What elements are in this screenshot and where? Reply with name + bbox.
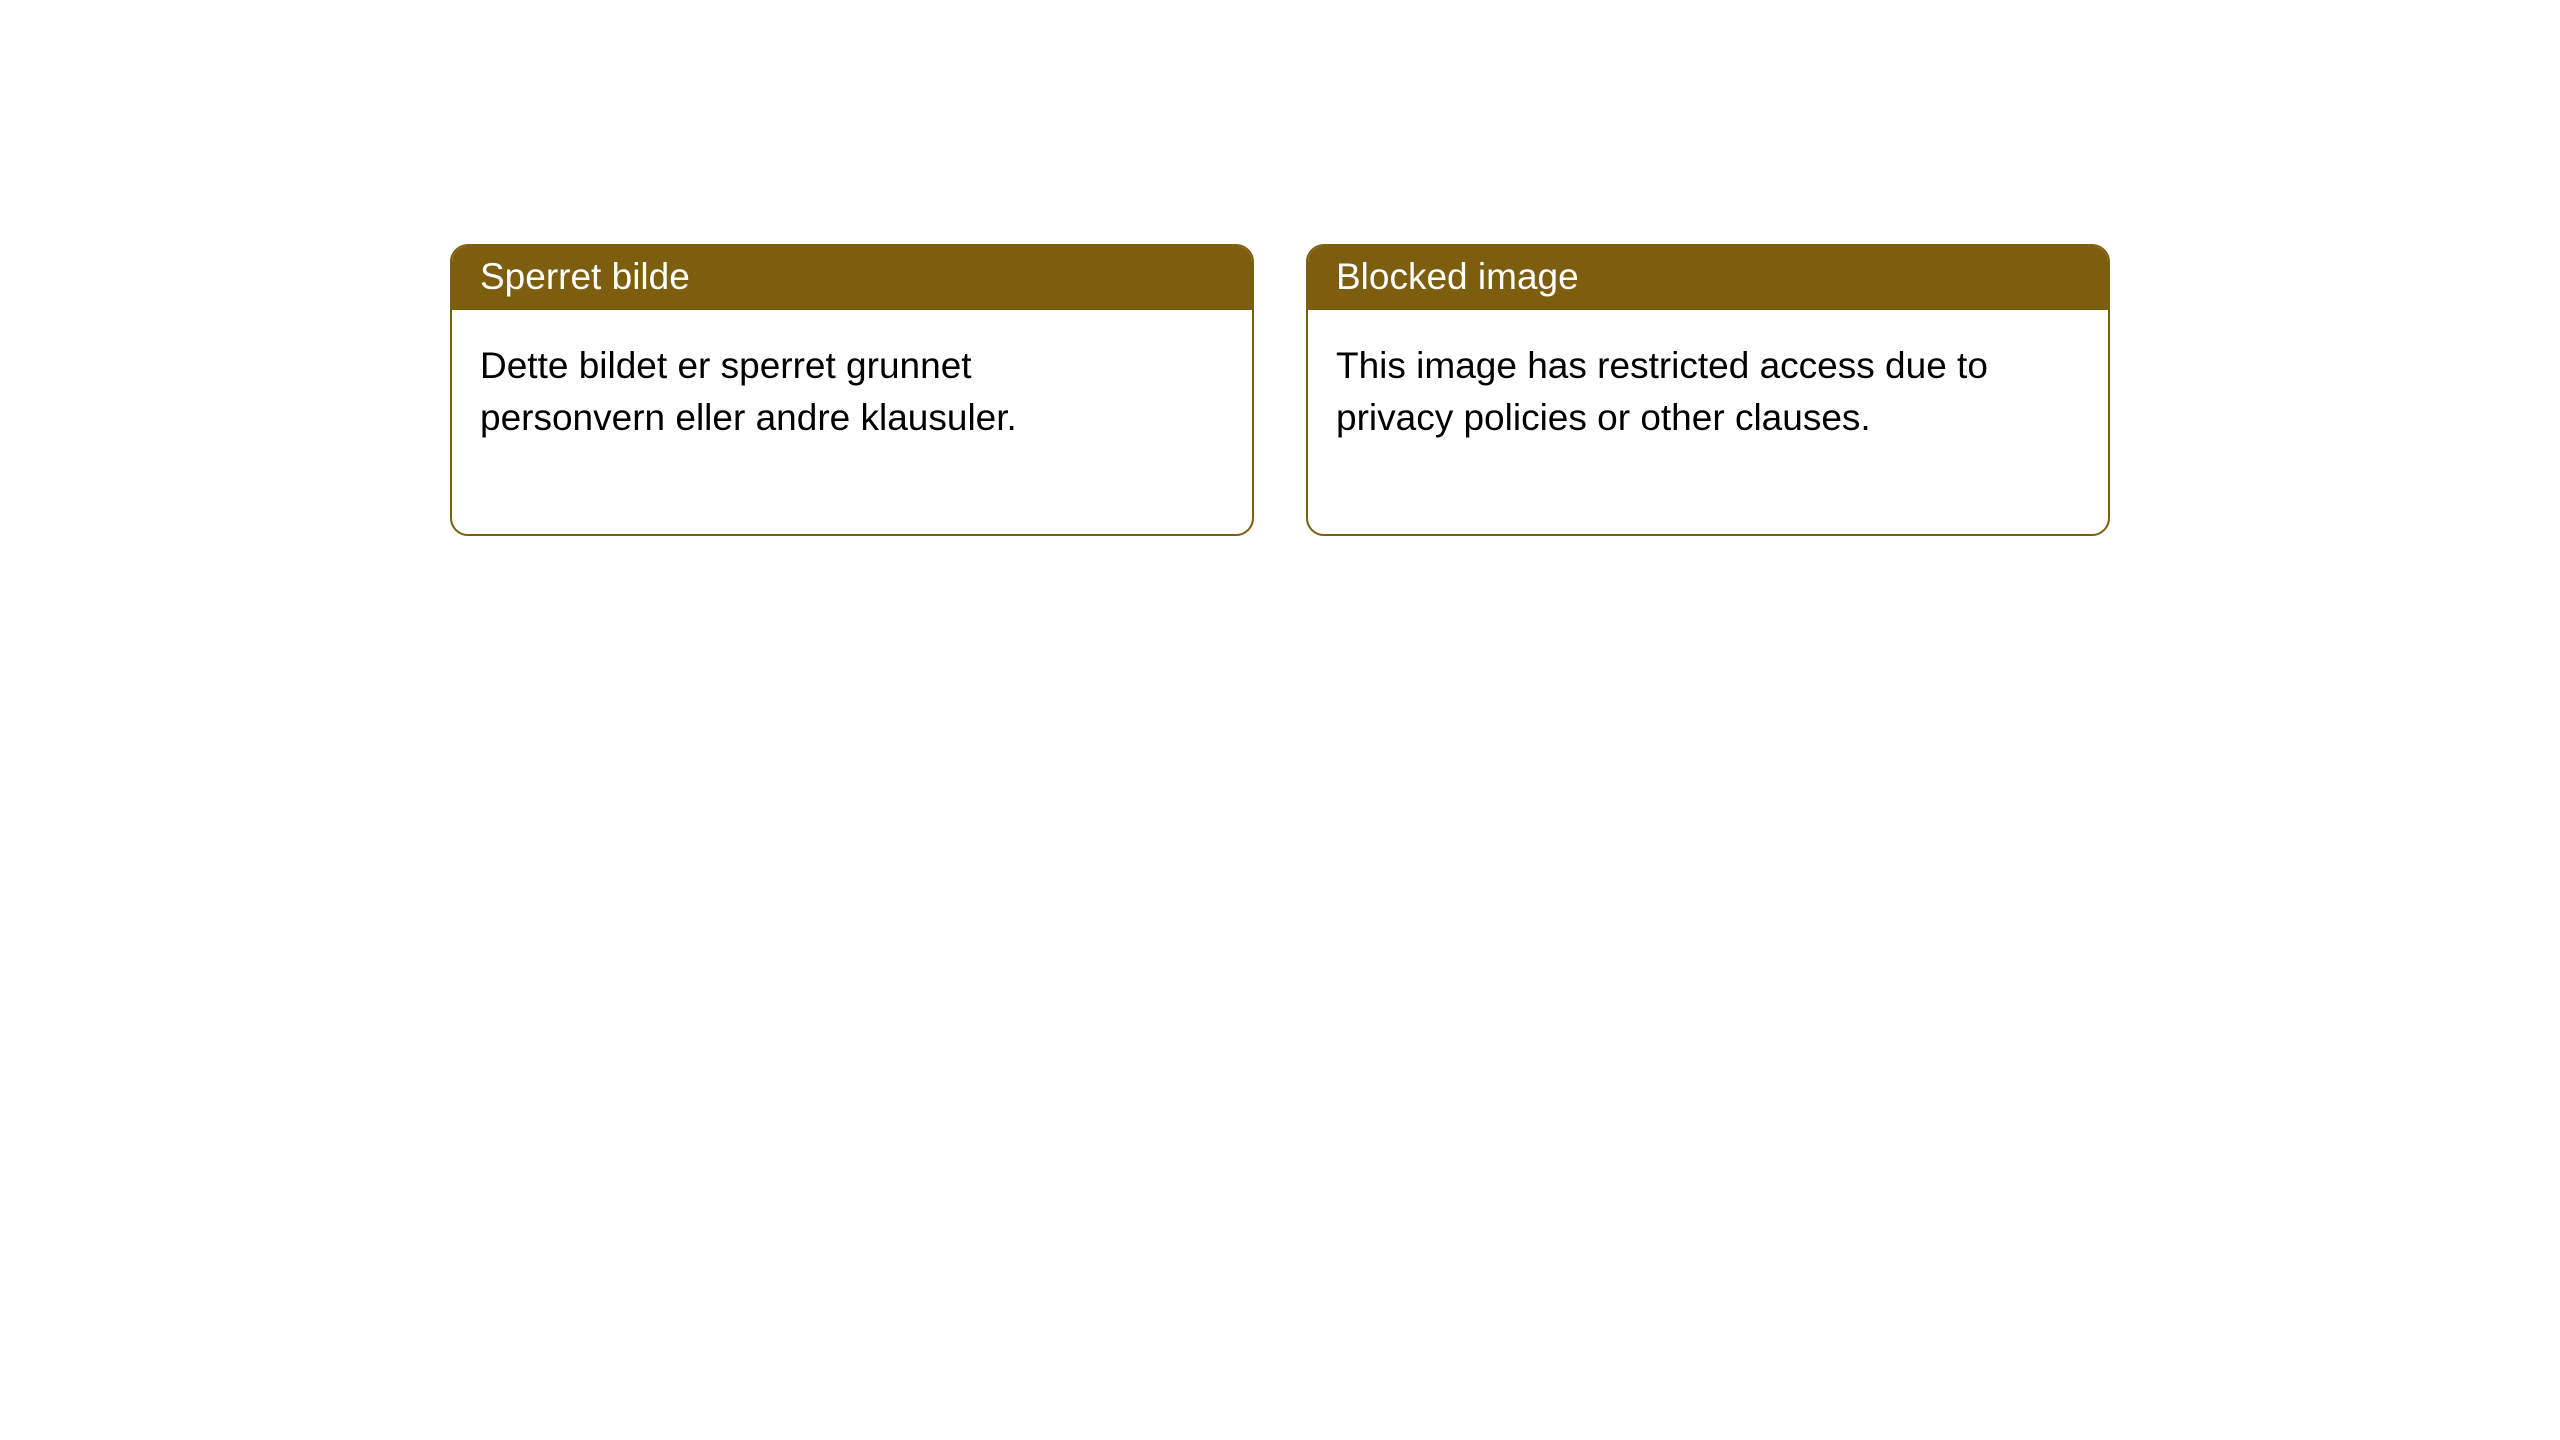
notice-body: Dette bildet er sperret grunnet personve… bbox=[452, 310, 1172, 534]
notice-message: Dette bildet er sperret grunnet personve… bbox=[480, 345, 1017, 438]
notice-container: Sperret bilde Dette bildet er sperret gr… bbox=[0, 0, 2560, 536]
notice-header: Sperret bilde bbox=[452, 246, 1252, 310]
notice-card-english: Blocked image This image has restricted … bbox=[1306, 244, 2110, 536]
notice-card-norwegian: Sperret bilde Dette bildet er sperret gr… bbox=[450, 244, 1254, 536]
notice-message: This image has restricted access due to … bbox=[1336, 345, 1988, 438]
notice-header: Blocked image bbox=[1308, 246, 2108, 310]
notice-body: This image has restricted access due to … bbox=[1308, 310, 2028, 534]
notice-title: Blocked image bbox=[1336, 256, 1579, 297]
notice-title: Sperret bilde bbox=[480, 256, 690, 297]
